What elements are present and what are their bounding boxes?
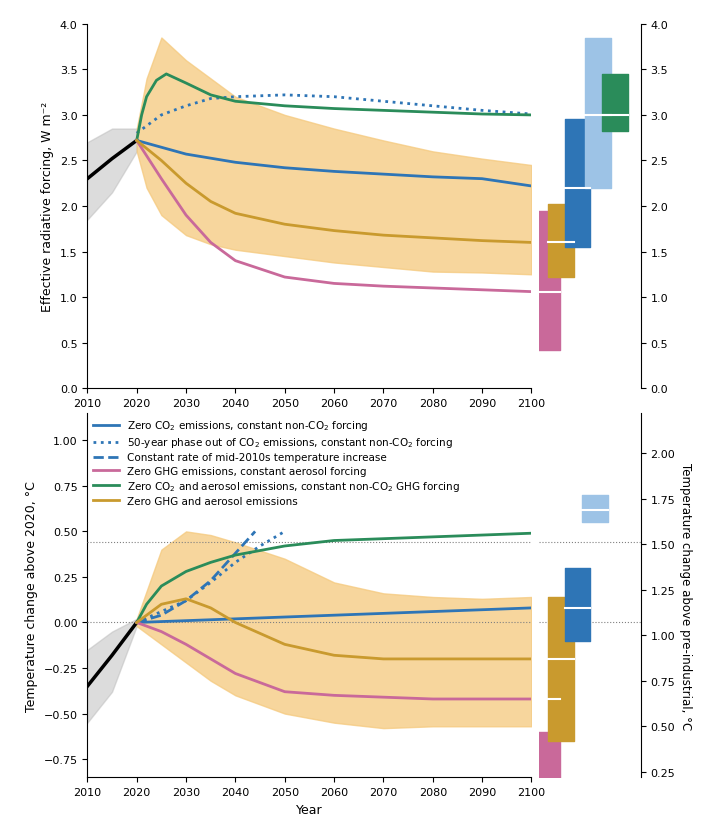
X-axis label: Year: Year xyxy=(296,803,323,815)
Legend: Zero CO$_2$ emissions, constant non-CO$_2$ forcing, 50-year phase out of CO$_2$ : Zero CO$_2$ emissions, constant non-CO$_… xyxy=(92,418,460,506)
Y-axis label: Temperature change above pre-industrial, °C: Temperature change above pre-industrial,… xyxy=(678,462,692,729)
X-axis label: Year: Year xyxy=(296,414,323,427)
Y-axis label: Temperature change above 2020, °C: Temperature change above 2020, °C xyxy=(25,480,38,710)
Y-axis label: Effective radiative forcing, W m⁻²: Effective radiative forcing, W m⁻² xyxy=(41,102,55,312)
